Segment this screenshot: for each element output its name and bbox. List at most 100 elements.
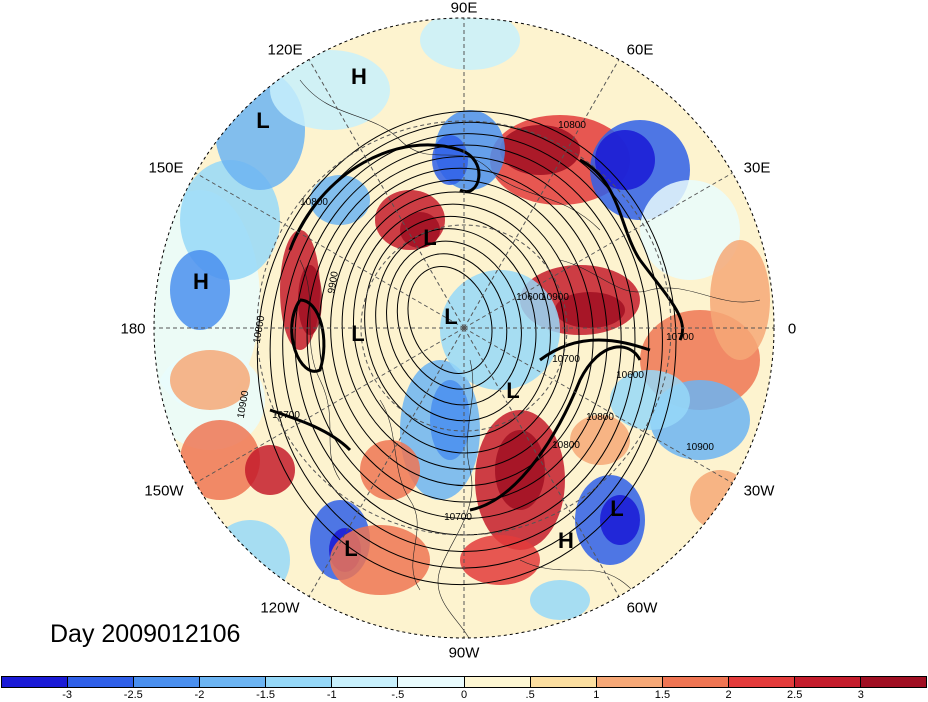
lon-label-150e: 150E: [148, 159, 184, 177]
coastline: [299, 259, 341, 481]
colorbar-swatch: [530, 677, 597, 687]
colorbar-swatch: [728, 677, 795, 687]
contour-value-label: 10700: [272, 410, 300, 421]
lon-label-180: 180: [120, 320, 146, 338]
colorbar-swatch: [464, 677, 531, 687]
contour-value-label: 10900: [236, 389, 252, 419]
contour-value-label: 10600: [616, 370, 644, 381]
colorbar-tick-label: 2.5: [787, 689, 803, 701]
colorbar-swatch: [662, 677, 729, 687]
low-pressure-label: L: [351, 321, 364, 346]
colorbar-swatch: [68, 677, 135, 687]
meridian: [308, 327, 465, 597]
colorbar-tick-label: 1: [593, 689, 600, 701]
jet-contour: [469, 345, 642, 512]
lon-label-60w: 60W: [626, 599, 658, 617]
parallel: [360, 224, 568, 432]
high-pressure-label: H: [351, 64, 367, 89]
colorbar-tick-label: -2.5: [123, 689, 143, 701]
colorbar: [1, 676, 927, 688]
map-boundary: [153, 17, 775, 639]
meridian: [308, 59, 465, 329]
lon-label-60e: 60E: [626, 41, 654, 59]
height-contour: [352, 203, 566, 454]
lon-label-30w: 30W: [743, 482, 775, 500]
lon-label-150w: 150W: [144, 482, 184, 500]
jet-contour: [288, 143, 481, 251]
height-contour: [341, 191, 580, 470]
low-pressure-label: L: [610, 496, 623, 521]
contour-value-label: 10900: [541, 292, 569, 303]
height-contour: [364, 215, 551, 438]
colorbar-swatch: [861, 677, 927, 687]
meridian: [463, 327, 620, 597]
height-contour: [407, 266, 493, 374]
meridian: [463, 59, 620, 329]
parallel: [256, 120, 672, 536]
height-contour: [330, 179, 594, 487]
contour-value-label: 10700: [666, 332, 694, 343]
contour-value-label: 10700: [444, 512, 472, 523]
meridian: [195, 172, 465, 329]
height-contour: [306, 156, 622, 519]
lon-label-0: 0: [787, 320, 797, 338]
contour-value-label: 10800: [252, 314, 268, 344]
colorbar-swatch: [332, 677, 399, 687]
meridian: [195, 327, 465, 484]
colorbar-tick-label: -1: [326, 689, 337, 701]
contour-value-label: 10900: [686, 442, 714, 453]
colorbar-swatch: [596, 677, 663, 687]
meridian: [463, 327, 733, 484]
colorbar-swatch: [794, 677, 862, 687]
jet-contour: [269, 408, 352, 452]
meridian: [463, 172, 733, 329]
colorbar-swatch: [398, 677, 465, 687]
jet-contour: [290, 298, 326, 373]
contour-value-label: 10800: [558, 120, 586, 131]
jet-contour: [539, 338, 651, 362]
colorbar-tick-label: 1.5: [654, 689, 671, 701]
anomaly-field: [154, 18, 774, 638]
colorbar-tick-label: 3: [857, 689, 864, 701]
colorbar-tick-label: 2: [725, 689, 732, 701]
colorbar-swatch: [2, 677, 69, 687]
contour-value-label: 10800: [552, 440, 580, 451]
jet-contour: [579, 158, 685, 341]
coastline: [559, 259, 761, 303]
height-contour: [269, 121, 663, 569]
low-pressure-label: L: [444, 304, 457, 329]
height-contour: [256, 110, 677, 586]
low-pressure-label: L: [423, 225, 436, 250]
low-pressure-label: L: [506, 378, 519, 403]
lon-label-90w: 90W: [448, 644, 480, 662]
colorbar-tick-label: -2: [194, 689, 205, 701]
plot-title: Day 2009012106: [50, 620, 241, 648]
lon-label-90e: 90E: [450, 0, 478, 17]
low-pressure-label: L: [256, 108, 269, 133]
contour-value-label: 10800: [300, 197, 328, 208]
colorbar-tick-label: -.5: [391, 689, 405, 701]
colorbar-swatch: [134, 677, 201, 687]
colorbar-swatch: [200, 677, 267, 687]
colorbar-tick-label: .5: [525, 689, 535, 701]
contour-value-label: 9900: [326, 270, 341, 294]
height-contour: [396, 253, 508, 390]
height-contour: [318, 167, 608, 503]
high-pressure-label: H: [193, 269, 209, 294]
height-contour: [375, 228, 537, 422]
colorbar-tick-label: -3: [62, 689, 73, 701]
height-contour: [386, 240, 522, 406]
contour-value-label: 10600: [516, 292, 544, 303]
contour-value-label: 10700: [552, 354, 580, 365]
colorbar-tick-label: 0: [460, 689, 468, 701]
coastline: [379, 399, 421, 591]
lon-label-120w: 120W: [260, 599, 300, 617]
lon-label-120e: 120E: [267, 41, 303, 59]
lon-label-30e: 30E: [743, 159, 771, 177]
contour-value-label: 10800: [586, 412, 614, 423]
low-pressure-label: L: [344, 536, 357, 561]
colorbar-swatch: [266, 677, 333, 687]
high-pressure-label: H: [558, 528, 574, 553]
colorbar-tick-label: -1.5: [256, 689, 276, 701]
